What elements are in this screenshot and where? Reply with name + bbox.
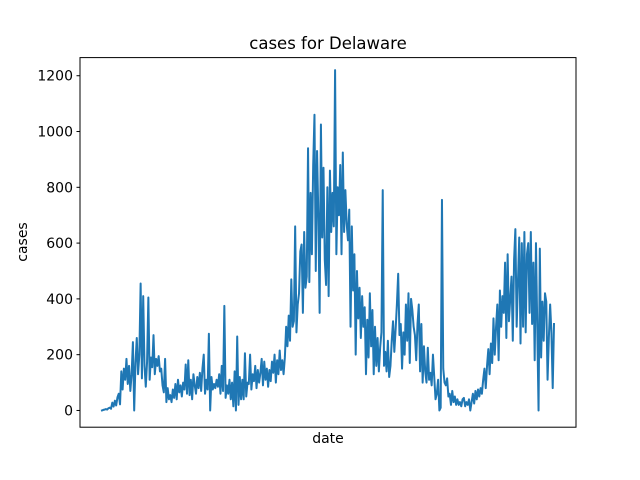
x-axis-label: date [312,431,344,447]
y-tick-label: 800 [46,180,73,196]
plot-area [100,69,556,412]
y-tick-label: 0 [64,403,73,419]
y-axis-label: cases [15,222,31,261]
y-tick-label: 600 [46,236,73,252]
plot-frame [79,57,577,428]
series-line [100,69,556,412]
y-tick-label: 200 [46,348,73,364]
y-tick-label: 1000 [37,125,73,141]
y-axis: 0 200 400 600 800 1000 1200 [37,69,80,419]
y-tick-label: 400 [46,292,73,308]
chart-title: cases for Delaware [249,34,406,53]
y-tick-label: 1200 [37,69,73,85]
